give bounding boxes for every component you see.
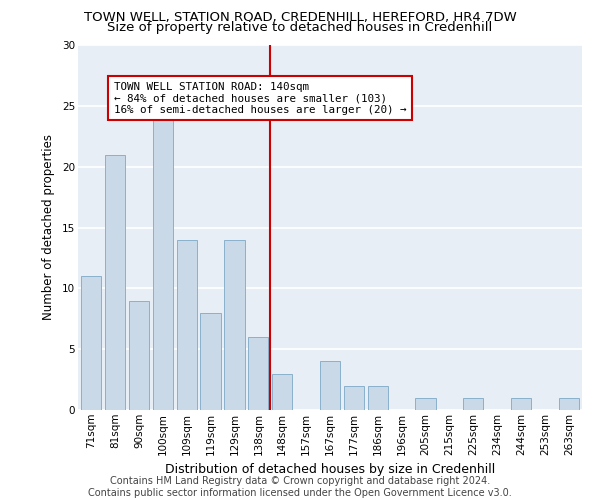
Bar <box>200 312 221 410</box>
Bar <box>129 300 149 410</box>
Bar <box>272 374 292 410</box>
Bar <box>344 386 364 410</box>
Y-axis label: Number of detached properties: Number of detached properties <box>42 134 55 320</box>
Text: Size of property relative to detached houses in Credenhill: Size of property relative to detached ho… <box>107 22 493 35</box>
Bar <box>224 240 245 410</box>
Bar <box>320 362 340 410</box>
Bar <box>248 337 268 410</box>
Bar <box>559 398 579 410</box>
Bar <box>105 154 125 410</box>
Bar <box>368 386 388 410</box>
Bar <box>415 398 436 410</box>
Text: Contains HM Land Registry data © Crown copyright and database right 2024.
Contai: Contains HM Land Registry data © Crown c… <box>88 476 512 498</box>
Bar <box>81 276 101 410</box>
X-axis label: Distribution of detached houses by size in Credenhill: Distribution of detached houses by size … <box>165 463 495 476</box>
Text: TOWN WELL STATION ROAD: 140sqm
← 84% of detached houses are smaller (103)
16% of: TOWN WELL STATION ROAD: 140sqm ← 84% of … <box>114 82 406 114</box>
Bar <box>511 398 531 410</box>
Bar <box>463 398 484 410</box>
Bar <box>152 106 173 410</box>
Text: TOWN WELL, STATION ROAD, CREDENHILL, HEREFORD, HR4 7DW: TOWN WELL, STATION ROAD, CREDENHILL, HER… <box>83 11 517 24</box>
Bar <box>176 240 197 410</box>
